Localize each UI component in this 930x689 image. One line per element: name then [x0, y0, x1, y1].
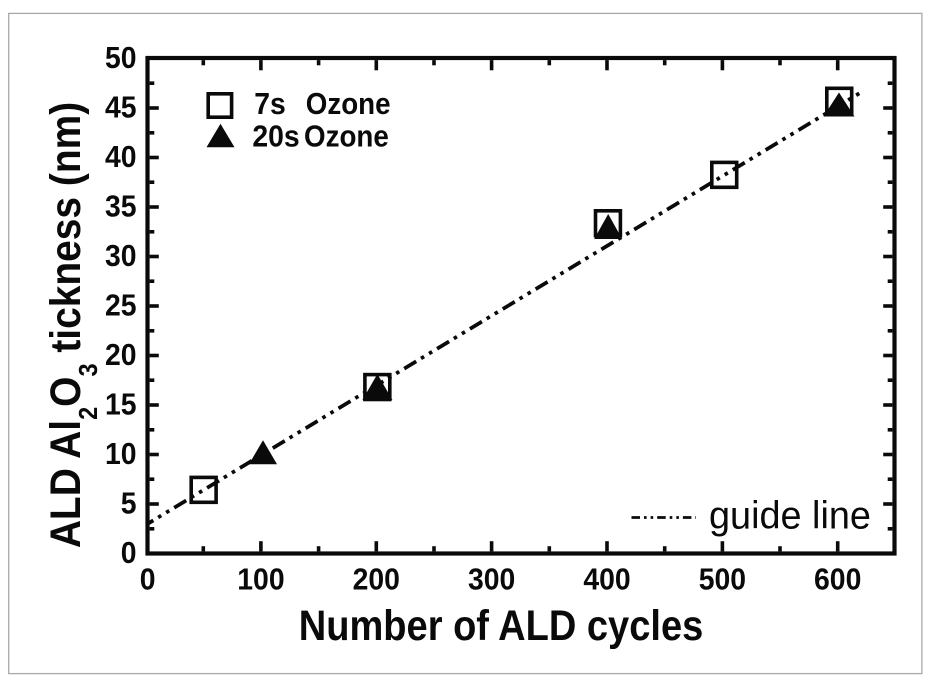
svg-text:500: 500	[699, 563, 746, 597]
svg-text:50: 50	[105, 41, 137, 75]
svg-text:Ozone: Ozone	[306, 88, 391, 121]
svg-text:10: 10	[105, 437, 137, 471]
svg-text:400: 400	[583, 563, 630, 597]
svg-text:45: 45	[105, 91, 137, 125]
svg-text:ALD Al2O3 tickness (nm): ALD Al2O3 tickness (nm)	[41, 102, 103, 548]
svg-text:300: 300	[468, 563, 515, 597]
svg-text:guide line: guide line	[709, 494, 871, 538]
svg-text:25: 25	[105, 289, 137, 323]
svg-text:0: 0	[121, 536, 137, 570]
svg-text:0: 0	[140, 563, 156, 597]
svg-text:Number of ALD cycles: Number of ALD cycles	[299, 601, 704, 650]
svg-text:Ozone: Ozone	[304, 120, 389, 153]
svg-text:20: 20	[105, 338, 137, 372]
svg-text:20s: 20s	[252, 120, 299, 154]
svg-text:35: 35	[105, 190, 137, 224]
svg-text:30: 30	[105, 239, 137, 273]
svg-text:100: 100	[237, 563, 284, 597]
svg-text:15: 15	[105, 388, 137, 422]
svg-text:40: 40	[105, 140, 137, 174]
svg-text:5: 5	[121, 487, 137, 521]
svg-text:7s: 7s	[254, 87, 286, 121]
svg-text:200: 200	[353, 563, 400, 597]
svg-text:600: 600	[814, 563, 861, 597]
